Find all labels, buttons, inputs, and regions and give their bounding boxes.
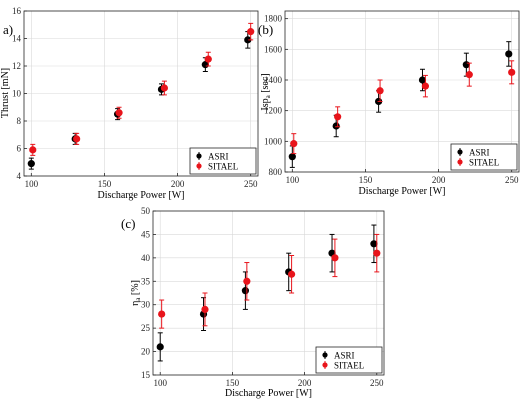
legend-marker bbox=[196, 153, 202, 159]
legend-marker bbox=[196, 163, 202, 169]
data-point bbox=[247, 28, 255, 36]
y-tick-label: 1000 bbox=[264, 136, 283, 146]
chart-panel-1: 100 150 200 250 4 6 8 10 12 14 16 a) Discharge Power… bbox=[0, 6, 259, 201]
series-sitael bbox=[290, 60, 516, 155]
data-point bbox=[331, 254, 339, 262]
legend-marker bbox=[322, 362, 328, 368]
legend-label: ASRI bbox=[208, 152, 229, 162]
y-tick-label: 45 bbox=[141, 229, 151, 239]
y-tick-label: 30 bbox=[141, 300, 151, 310]
y-tick-label: 15 bbox=[141, 370, 151, 380]
data-point bbox=[465, 71, 473, 79]
legend-box bbox=[315, 346, 383, 374]
legend-label: SITAEL bbox=[469, 158, 499, 168]
x-tick-label: 100 bbox=[286, 175, 300, 185]
y-tick-label: 50 bbox=[141, 206, 151, 216]
data-point bbox=[290, 140, 298, 148]
legend-box bbox=[450, 143, 518, 171]
y-tick-label: 6 bbox=[17, 144, 22, 154]
data-point bbox=[115, 109, 123, 117]
y-tick-label: 1600 bbox=[264, 44, 283, 54]
x-tick-label: 250 bbox=[244, 179, 258, 189]
y-axis-label: ηa [%] bbox=[130, 280, 142, 306]
data-point bbox=[508, 68, 516, 76]
panel-label: (b) bbox=[258, 22, 273, 37]
x-tick-label: 150 bbox=[359, 175, 373, 185]
x-tick-label: 150 bbox=[98, 179, 112, 189]
data-point bbox=[160, 84, 168, 92]
legend-marker bbox=[457, 159, 463, 165]
y-tick-label: 8 bbox=[17, 116, 22, 126]
chart-panel-3: 100 150 200 250 15 20 25 30 35 40 45 50 (c) Discharge… bbox=[121, 206, 385, 399]
y-tick-label: 35 bbox=[141, 276, 151, 286]
data-point bbox=[156, 343, 164, 351]
data-point bbox=[376, 87, 384, 95]
plot-frame bbox=[152, 210, 385, 376]
y-axis-label: Ispa [sec] bbox=[260, 73, 272, 110]
legend-label: ASRI bbox=[334, 351, 355, 361]
x-tick-label: 200 bbox=[298, 378, 312, 388]
y-tick-label: 1800 bbox=[264, 14, 283, 24]
series-sitael bbox=[29, 22, 255, 156]
data-point bbox=[288, 153, 296, 161]
data-point bbox=[421, 82, 429, 90]
y-tick-label: 25 bbox=[141, 323, 151, 333]
x-tick-label: 200 bbox=[432, 175, 446, 185]
data-point bbox=[373, 249, 381, 257]
data-point bbox=[332, 122, 340, 130]
x-tick-label: 150 bbox=[226, 378, 240, 388]
y-tick-label: 12 bbox=[12, 61, 21, 71]
y-tick-label: 4 bbox=[17, 171, 22, 181]
data-point bbox=[288, 270, 296, 278]
data-point bbox=[244, 36, 252, 44]
x-tick-label: 100 bbox=[153, 378, 167, 388]
x-tick-label: 100 bbox=[25, 179, 39, 189]
panel-label: (c) bbox=[121, 216, 135, 231]
y-tick-label: 10 bbox=[12, 89, 22, 99]
legend-marker bbox=[457, 149, 463, 155]
data-point bbox=[201, 305, 209, 313]
data-point bbox=[505, 50, 513, 58]
legend-marker bbox=[322, 352, 328, 358]
x-tick-label: 200 bbox=[171, 179, 185, 189]
series-asri bbox=[156, 224, 378, 362]
plot-frame bbox=[284, 10, 520, 173]
y-tick-label: 40 bbox=[141, 253, 151, 263]
chart-panel-2: 100 150 200 250 800 1000 1200 1400 1600 1800(b) Di… bbox=[258, 10, 520, 197]
legend-label: ASRI bbox=[469, 148, 490, 158]
legend-label: SITAEL bbox=[208, 162, 238, 172]
x-axis-label: Discharge Power [W] bbox=[97, 190, 184, 201]
data-point bbox=[29, 146, 37, 154]
x-axis-label: Discharge Power [W] bbox=[358, 186, 445, 197]
y-tick-label: 14 bbox=[12, 34, 22, 44]
y-tick-label: 20 bbox=[141, 347, 151, 357]
data-point bbox=[73, 135, 81, 143]
y-tick-label: 1400 bbox=[264, 75, 283, 85]
data-point bbox=[158, 310, 166, 318]
y-tick-label: 16 bbox=[12, 6, 22, 16]
data-point bbox=[243, 277, 251, 285]
data-point bbox=[370, 240, 378, 248]
data-point bbox=[204, 55, 212, 63]
x-tick-label: 250 bbox=[370, 378, 384, 388]
x-axis-label: Discharge Power [W] bbox=[225, 388, 312, 399]
series-sitael bbox=[158, 233, 381, 329]
data-point bbox=[418, 76, 427, 84]
x-tick-label: 250 bbox=[505, 175, 519, 185]
data-point bbox=[334, 113, 342, 121]
panel-label: a) bbox=[3, 22, 13, 37]
y-tick-label: 800 bbox=[269, 167, 283, 177]
legend-box bbox=[189, 147, 257, 175]
data-point bbox=[27, 160, 35, 168]
y-tick-label: 1200 bbox=[264, 106, 283, 116]
y-axis-label: Thrust [mN] bbox=[0, 68, 11, 118]
legend-label: SITAEL bbox=[334, 361, 364, 371]
data-point bbox=[241, 287, 249, 295]
